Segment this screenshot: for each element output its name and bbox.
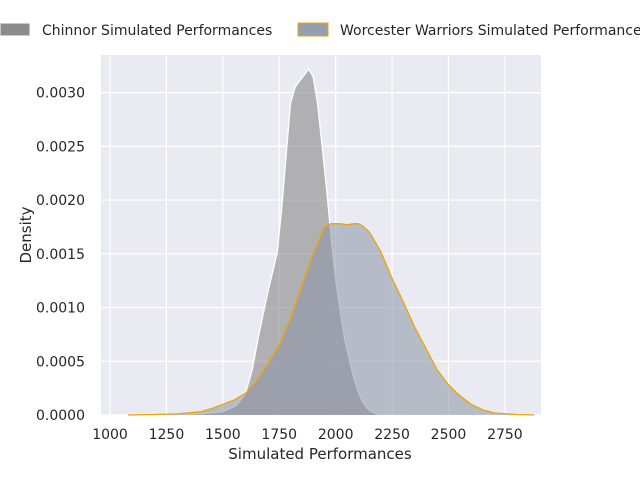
x-tick-label-6: 2500 xyxy=(431,427,467,443)
y-tick-label-5: 0.0025 xyxy=(36,139,85,155)
x-tick-label-1: 1250 xyxy=(149,427,185,443)
x-tick-label-0: 1000 xyxy=(92,427,128,443)
x-axis-label: Simulated Performances xyxy=(228,445,412,463)
x-tick-label-7: 2750 xyxy=(487,427,523,443)
y-tick-label-2: 0.0010 xyxy=(36,301,85,317)
x-tick-label-5: 2250 xyxy=(374,427,410,443)
y-tick-label-3: 0.0015 xyxy=(36,247,85,263)
legend-label-0: Chinnor Simulated Performances xyxy=(42,23,272,39)
legend: Chinnor Simulated Performances Worcester … xyxy=(0,22,640,39)
legend-swatch-0 xyxy=(0,22,31,37)
y-axis-label: Density xyxy=(17,206,35,263)
x-tick-label-2: 1500 xyxy=(205,427,241,443)
y-tick-label-0: 0.0000 xyxy=(36,408,85,424)
y-tick-label-4: 0.0020 xyxy=(36,193,85,209)
tick-labels: 1000 1250 1500 1750 2000 2250 2500 2750 0.0000 0.… xyxy=(36,86,523,443)
y-tick-label-6: 0.0030 xyxy=(36,86,85,102)
series-area-1 xyxy=(128,223,535,415)
legend-swatch-1 xyxy=(297,22,329,37)
x-tick-label-4: 2000 xyxy=(318,427,354,443)
y-tick-label-1: 0.0005 xyxy=(36,354,85,370)
series-line-1 xyxy=(128,223,535,416)
legend-label-1: Worcester Warriors Simulated Performance… xyxy=(340,23,640,39)
series-layer xyxy=(128,67,535,416)
x-tick-label-3: 1750 xyxy=(261,427,297,443)
